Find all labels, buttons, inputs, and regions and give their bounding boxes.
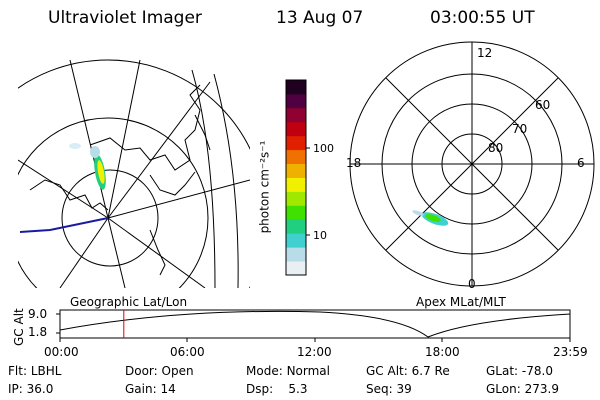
flt-value: LBHL (30, 364, 62, 378)
dsp-value: 5.3 (288, 382, 308, 396)
alt-ytick-bottom: 1.8 (28, 325, 48, 339)
colorbar-tick-10: 10 (313, 229, 327, 242)
mlt-label-left: 18 (346, 156, 362, 170)
colorbar (285, 79, 310, 276)
mlt-label-top: 12 (477, 46, 493, 60)
info-mode: Mode: Normal (246, 364, 330, 378)
geographic-map (18, 59, 250, 288)
colorbar-segment (286, 149, 306, 164)
colorbar-segment (286, 135, 306, 151)
colorbar-segment (286, 177, 306, 192)
mlat-label-70: 70 (512, 122, 528, 136)
colorbar-unit-label: photon cm⁻²s⁻¹ (257, 140, 272, 234)
ip-value: 36.0 (26, 382, 54, 396)
info-glon: GLon: 273.9 (486, 382, 559, 396)
info-gain: Gain: 14 (125, 382, 176, 396)
date-label: 13 Aug 07 (276, 8, 364, 28)
colorbar-segment (286, 233, 306, 248)
gain-value: 14 (160, 382, 176, 396)
colorbar-segment (286, 205, 306, 220)
instrument-title: Ultraviolet Imager (48, 8, 202, 28)
door-value: Open (161, 364, 194, 378)
info-ip: IP: 36.0 (8, 382, 54, 396)
glat-value: -78.0 (521, 364, 553, 378)
info-flt: Flt: LBHL (8, 364, 62, 378)
colorbar-segment (286, 247, 306, 262)
alt-xtick-0: 00:00 (44, 345, 79, 359)
geographic-map-label: Geographic Lat/Lon (70, 295, 188, 309)
mlt-label-bottom: 0 (468, 277, 476, 291)
alt-xtick-4: 23:59 (553, 345, 588, 359)
colorbar-tick-100: 100 (313, 142, 334, 155)
info-dsp: Dsp: 5.3 (246, 382, 308, 396)
colorbar-segment (286, 191, 306, 206)
seq-value: 39 (396, 382, 412, 396)
colorbar-segment (286, 121, 306, 137)
glon-value: 273.9 (524, 382, 559, 396)
gcalt-value: 6.7 Re (411, 364, 450, 378)
mode-value: Normal (286, 364, 330, 378)
mlt-label-right: 6 (577, 156, 585, 170)
magnetic-polar-map (349, 41, 595, 287)
mlat-label-80: 80 (488, 141, 504, 155)
colorbar-segment (286, 163, 306, 178)
alt-xtick-1: 06:00 (170, 345, 205, 359)
mlat-label-60: 60 (535, 98, 551, 112)
info-glat: GLat: -78.0 (486, 364, 553, 378)
info-door: Door: Open (125, 364, 194, 378)
colorbar-segment (286, 80, 306, 95)
altitude-plot (56, 309, 571, 342)
info-gcalt: GC Alt: 6.7 Re (366, 364, 450, 378)
colorbar-segment (286, 107, 306, 123)
alt-xtick-2: 12:00 (297, 345, 332, 359)
colorbar-segment (286, 93, 306, 109)
info-seq: Seq: 39 (366, 382, 412, 396)
colorbar-frame (285, 79, 307, 276)
magnetic-map-label: Apex MLat/MLT (416, 295, 506, 309)
time-label: 03:00:55 UT (430, 8, 535, 28)
alt-xtick-3: 18:00 (425, 345, 460, 359)
alt-ytick-top: 9.0 (28, 307, 48, 321)
colorbar-segment (286, 261, 306, 276)
colorbar-segment (286, 219, 306, 234)
alt-plot-ylabel: GC Alt (12, 308, 26, 346)
